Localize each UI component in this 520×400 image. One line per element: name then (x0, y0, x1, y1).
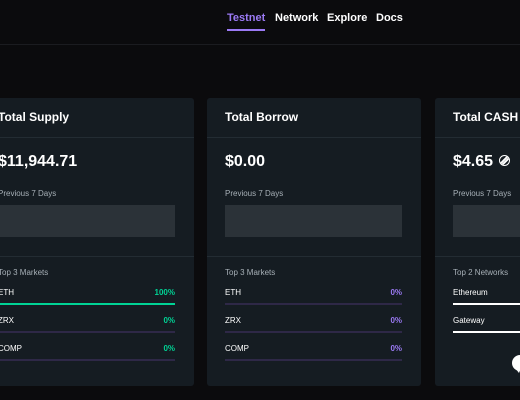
supply-value: $11,944.71 (0, 153, 78, 170)
top-navigation: Testnet Network Explore Docs (0, 0, 520, 45)
divider (0, 137, 194, 138)
previous-days-label: Previous 7 Days (453, 189, 512, 198)
market-percent: 0% (163, 344, 175, 353)
divider (0, 256, 194, 257)
market-percent: 0% (390, 288, 402, 297)
top-markets-label: Top 3 Markets (0, 268, 49, 277)
market-bar-track (0, 331, 175, 333)
card-title: Total CASH (453, 110, 519, 124)
cash-value: $4.65 (453, 153, 494, 170)
network-bar-fill (453, 303, 520, 305)
top-networks-label: Top 2 Networks (453, 268, 509, 277)
market-name: ETH (225, 288, 241, 297)
borrow-sparkline-placeholder (225, 205, 402, 237)
market-bar-track (225, 359, 402, 361)
market-percent: 0% (390, 316, 402, 325)
borrow-value: $0.00 (225, 153, 266, 170)
market-row-eth[interactable]: ETH 100% (0, 288, 175, 308)
market-bar-track (0, 303, 175, 305)
network-bar-track (453, 331, 520, 333)
nav-tab-testnet[interactable]: Testnet (227, 12, 266, 31)
market-bar-fill (0, 303, 175, 305)
market-percent: 0% (390, 344, 402, 353)
network-row-gateway[interactable]: Gateway (453, 316, 520, 336)
network-bar-track (453, 303, 520, 305)
market-row-eth[interactable]: ETH 0% (225, 288, 402, 308)
market-name: COMP (225, 344, 249, 353)
previous-days-label: Previous 7 Days (225, 189, 284, 198)
network-name: Ethereum (453, 288, 488, 297)
market-name: ETH (0, 288, 14, 297)
cash-token-icon (499, 155, 510, 166)
previous-days-label: Previous 7 Days (0, 189, 57, 198)
chat-bubble-icon[interactable] (512, 355, 520, 373)
network-name: Gateway (453, 316, 485, 325)
divider (435, 256, 520, 257)
market-name: ZRX (225, 316, 241, 325)
card-title: Total Supply (0, 110, 70, 124)
market-bar-track (225, 331, 402, 333)
top-markets-label: Top 3 Markets (225, 268, 276, 277)
network-row-ethereum[interactable]: Ethereum (453, 288, 520, 308)
divider (207, 137, 421, 138)
card-title: Total Borrow (225, 110, 299, 124)
market-row-comp[interactable]: COMP 0% (0, 344, 175, 364)
supply-sparkline-placeholder (0, 205, 175, 237)
market-bar-track (225, 303, 402, 305)
market-percent: 100% (154, 288, 175, 297)
divider (435, 137, 520, 138)
market-name: ZRX (0, 316, 14, 325)
nav-tab-explore[interactable]: Explore (327, 12, 368, 24)
market-row-zrx[interactable]: ZRX 0% (225, 316, 402, 336)
market-row-zrx[interactable]: ZRX 0% (0, 316, 175, 336)
total-borrow-card: Total Borrow $0.00 Previous 7 Days Top 3… (207, 98, 421, 386)
nav-tab-network[interactable]: Network (275, 12, 319, 24)
total-cash-card: Total CASH $4.65 Previous 7 Days Top 2 N… (435, 98, 520, 386)
total-supply-card: Total Supply $11,944.71 Previous 7 Days … (0, 98, 194, 386)
nav-tab-docs[interactable]: Docs (376, 12, 403, 24)
market-percent: 0% (163, 316, 175, 325)
market-row-comp[interactable]: COMP 0% (225, 344, 402, 364)
divider (207, 256, 421, 257)
market-name: COMP (0, 344, 22, 353)
market-bar-track (0, 359, 175, 361)
network-bar-fill (453, 331, 520, 333)
cash-sparkline-placeholder (453, 205, 520, 237)
